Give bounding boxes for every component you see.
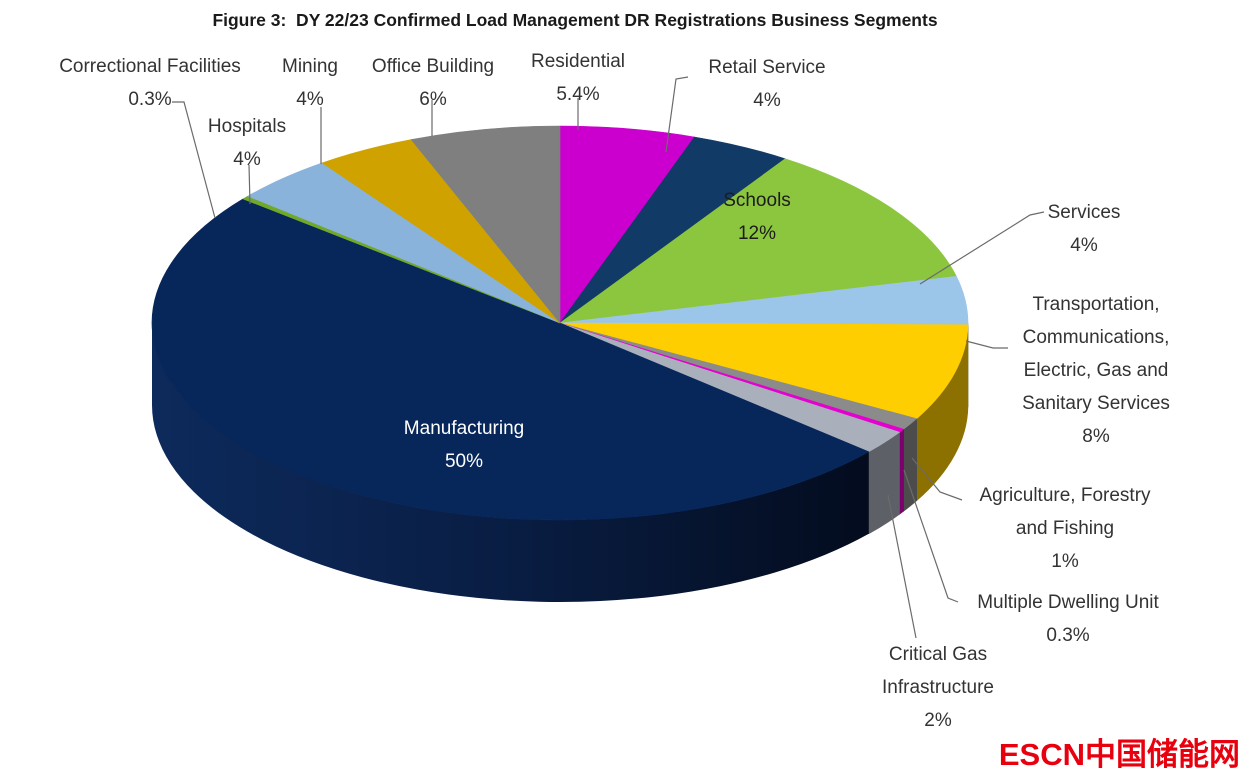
slice-label-line: 12% xyxy=(737,223,777,244)
slice-label-retail-service: Retail Service 4% xyxy=(708,51,825,117)
pie-slice-transportation xyxy=(559,322,969,419)
leader-line-retail-service xyxy=(665,76,689,153)
slice-label-line: and Fishing xyxy=(1015,518,1115,539)
slice-label-critical-gas: Critical Gas Infrastructure 2% xyxy=(882,638,994,737)
slice-label-line: Correctional Facilities xyxy=(59,56,241,77)
leader-line-services xyxy=(919,211,1045,285)
pie-top-faces xyxy=(151,125,969,521)
slice-label-hospitals: Hospitals 4% xyxy=(208,110,286,176)
slice-label-line: 4% xyxy=(753,90,781,111)
slice-label-line: Mining xyxy=(282,56,338,77)
watermark: ESCN中国储能网 xyxy=(999,729,1240,774)
slice-label-line: 50% xyxy=(444,451,484,472)
slice-label-correctional: Correctional Facilities 0.3% xyxy=(59,50,241,116)
slice-label-line: Multiple Dwelling Unit xyxy=(977,592,1159,613)
slice-label-line: Communications, xyxy=(1022,327,1170,348)
pie-slice-schools xyxy=(558,158,957,324)
slice-label-multiple-dwelling-unit: Multiple Dwelling Unit 0.3% xyxy=(977,586,1159,652)
slice-label-line: Retail Service xyxy=(708,57,826,78)
slice-label-line: 4% xyxy=(233,149,261,170)
slice-label-line: 0.3% xyxy=(1046,625,1090,646)
pie-side-walls xyxy=(152,322,969,602)
figure-title: Figure 3: DY 22/23 Confirmed Load Manage… xyxy=(212,10,938,30)
leader-lines xyxy=(172,76,1045,639)
slice-label-line: 1% xyxy=(1051,551,1079,572)
leader-line-multiple-dwelling-unit xyxy=(903,469,959,603)
slice-label-line: Critical Gas xyxy=(888,644,988,665)
slice-label-mining: Mining 4% xyxy=(282,50,338,116)
slice-label-line: 5.4% xyxy=(556,84,600,105)
slice-label-residential: Residential 5.4% xyxy=(531,45,625,111)
slice-label-line: Manufacturing xyxy=(403,418,525,439)
slice-label-line: Services xyxy=(1047,202,1121,223)
slice-label-line: 0.3% xyxy=(128,89,172,110)
slice-label-line: Transportation, xyxy=(1032,294,1160,315)
watermark-cjk: 中国储能网 xyxy=(1085,737,1240,772)
leader-line-critical-gas xyxy=(887,494,917,639)
slice-label-line: Residential xyxy=(531,51,625,72)
slice-label-line: 4% xyxy=(296,89,324,110)
slice-label-line: Schools xyxy=(723,190,791,211)
slice-label-transportation: Transportation, Communications, Electric, … xyxy=(1022,288,1170,453)
slice-label-line: Agriculture, Forestry xyxy=(979,485,1151,506)
slice-label-line: 4% xyxy=(1070,235,1098,256)
pie-slice-residential xyxy=(559,125,696,324)
watermark-latin: ESCN xyxy=(998,737,1085,772)
pie-slice-side-manufacturing xyxy=(152,323,869,602)
slice-label-line: Office Building xyxy=(371,56,495,77)
leader-line-correctional xyxy=(172,101,216,219)
slice-label-line: 6% xyxy=(419,89,447,110)
leader-line-hospitals xyxy=(248,164,251,205)
slice-label-office-building: Office Building 6% xyxy=(372,50,494,116)
slice-label-line: 2% xyxy=(924,710,952,731)
leader-line-agriculture xyxy=(911,457,963,501)
pie-slice-side-agriculture xyxy=(903,417,917,512)
pie-slice-office-building xyxy=(410,125,561,324)
slice-label-line: 8% xyxy=(1082,426,1110,447)
pie-slice-manufacturing xyxy=(151,198,870,521)
slice-label-line: Sanitary Services xyxy=(1022,393,1170,414)
slice-label-line: Infrastructure xyxy=(882,677,994,698)
pie-slice-side-multiple-dwelling-unit xyxy=(899,428,904,515)
slice-label-services: Services 4% xyxy=(1048,196,1121,262)
slice-label-line: Electric, Gas and xyxy=(1023,360,1169,381)
slice-label-schools: Schools 12% xyxy=(723,184,791,250)
slice-label-manufacturing: Manufacturing 50% xyxy=(404,412,524,478)
leader-line-transportation xyxy=(965,340,1008,349)
slice-label-agriculture: Agriculture, Forestry and Fishing 1% xyxy=(979,479,1150,578)
slice-label-line: Hospitals xyxy=(207,116,287,137)
